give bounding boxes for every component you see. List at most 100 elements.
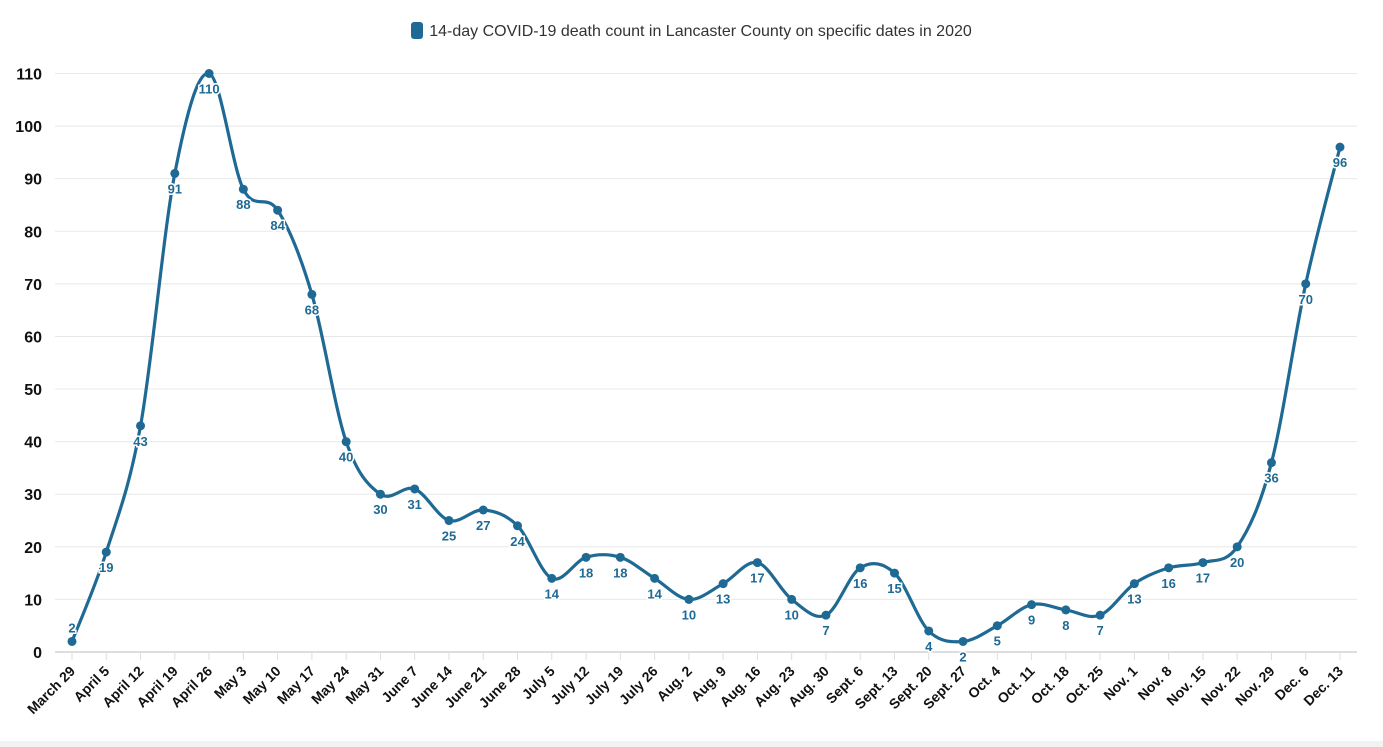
data-point [136,421,146,431]
data-label: 18 [579,565,593,580]
y-tick-label: 10 [24,592,42,609]
x-tick-label: March 29 [24,663,78,717]
data-label: 14 [545,586,560,601]
data-label: 36 [1264,471,1278,486]
y-tick-label: 20 [24,540,42,557]
data-point [1095,610,1105,620]
data-point [375,489,385,499]
data-point [958,636,968,646]
series-line [70,71,1342,644]
x-tick-label: May 31 [342,663,386,707]
data-point [1027,600,1037,610]
data-point [650,573,660,583]
y-tick-label: 40 [24,435,42,452]
data-point [992,621,1002,631]
data-point [238,184,248,194]
data-label: 88 [236,197,250,212]
data-label: 8 [1062,618,1069,633]
data-point [513,521,523,531]
data-point [307,289,317,299]
data-point [67,636,77,646]
footer-bar [0,741,1383,747]
data-label: 30 [373,502,387,517]
y-tick-label: 100 [15,119,42,136]
data-label: 43 [133,434,147,449]
data-point [547,573,557,583]
data-point [615,552,625,562]
data-point [1198,558,1208,568]
data-point [1129,579,1139,589]
y-tick-label: 110 [16,67,42,84]
data-point [478,505,488,515]
data-point [1061,605,1071,615]
y-tick-label: 80 [24,224,42,241]
data-label: 4 [925,639,933,654]
data-label: 16 [1161,576,1175,591]
data-point [787,594,797,604]
data-label: 68 [305,302,319,317]
x-tick-label: July 26 [616,663,661,708]
data-label: 17 [750,571,764,586]
data-point [821,610,831,620]
y-tick-label: 70 [24,277,42,294]
chart-legend[interactable]: 14-day COVID-19 death count in Lancaster… [0,22,1383,41]
data-label: 91 [168,181,182,196]
data-point [170,168,180,178]
y-tick-label: 30 [24,487,42,504]
x-tick-label: Oct. 25 [1062,663,1106,707]
x-tick-label: Aug. 2 [653,663,695,705]
data-label: 14 [647,586,662,601]
data-label: 17 [1196,571,1210,586]
data-label: 110 [199,82,220,97]
data-label: 15 [887,581,901,596]
data-label: 13 [716,592,730,607]
data-point [1164,563,1174,573]
legend-swatch [411,22,424,39]
data-point [101,547,111,557]
data-label: 2 [68,620,75,635]
data-label: 19 [99,560,113,575]
data-label: 70 [1298,292,1312,307]
data-label: 2 [959,649,966,664]
data-label: 7 [822,623,829,638]
data-point [204,69,214,78]
x-tick-label: Nov. 1 [1100,663,1140,703]
data-label: 31 [407,497,421,512]
data-label: 9 [1028,613,1035,628]
y-tick-label: 90 [24,172,42,189]
y-tick-label: 50 [24,382,42,399]
legend-label: 14-day COVID-19 death count in Lancaster… [429,23,972,40]
data-label: 10 [682,607,696,622]
data-label: 24 [510,534,525,549]
y-tick-label: 0 [33,645,42,662]
data-label: 96 [1333,155,1347,170]
data-point [855,563,865,573]
data-label: 10 [784,607,798,622]
data-point [1301,279,1311,289]
data-point [581,552,591,562]
data-point [684,594,694,604]
data-point [718,579,728,589]
data-point [1232,542,1242,552]
data-point [889,568,899,578]
y-tick-label: 60 [24,329,42,346]
data-label: 18 [613,565,627,580]
data-label: 13 [1127,592,1141,607]
data-point [273,205,283,215]
data-label: 25 [442,529,456,544]
data-point [1266,458,1276,468]
data-label: 20 [1230,555,1244,570]
data-point [341,437,351,447]
data-point [410,484,420,494]
data-point [924,626,934,636]
data-label: 7 [1096,623,1103,638]
data-point [752,558,762,568]
data-point [1335,142,1345,152]
data-label: 16 [853,576,867,591]
data-label: 40 [339,450,353,465]
data-label: 5 [994,634,1001,649]
data-label: 84 [270,218,285,233]
data-label: 27 [476,518,490,533]
data-point [444,516,454,526]
